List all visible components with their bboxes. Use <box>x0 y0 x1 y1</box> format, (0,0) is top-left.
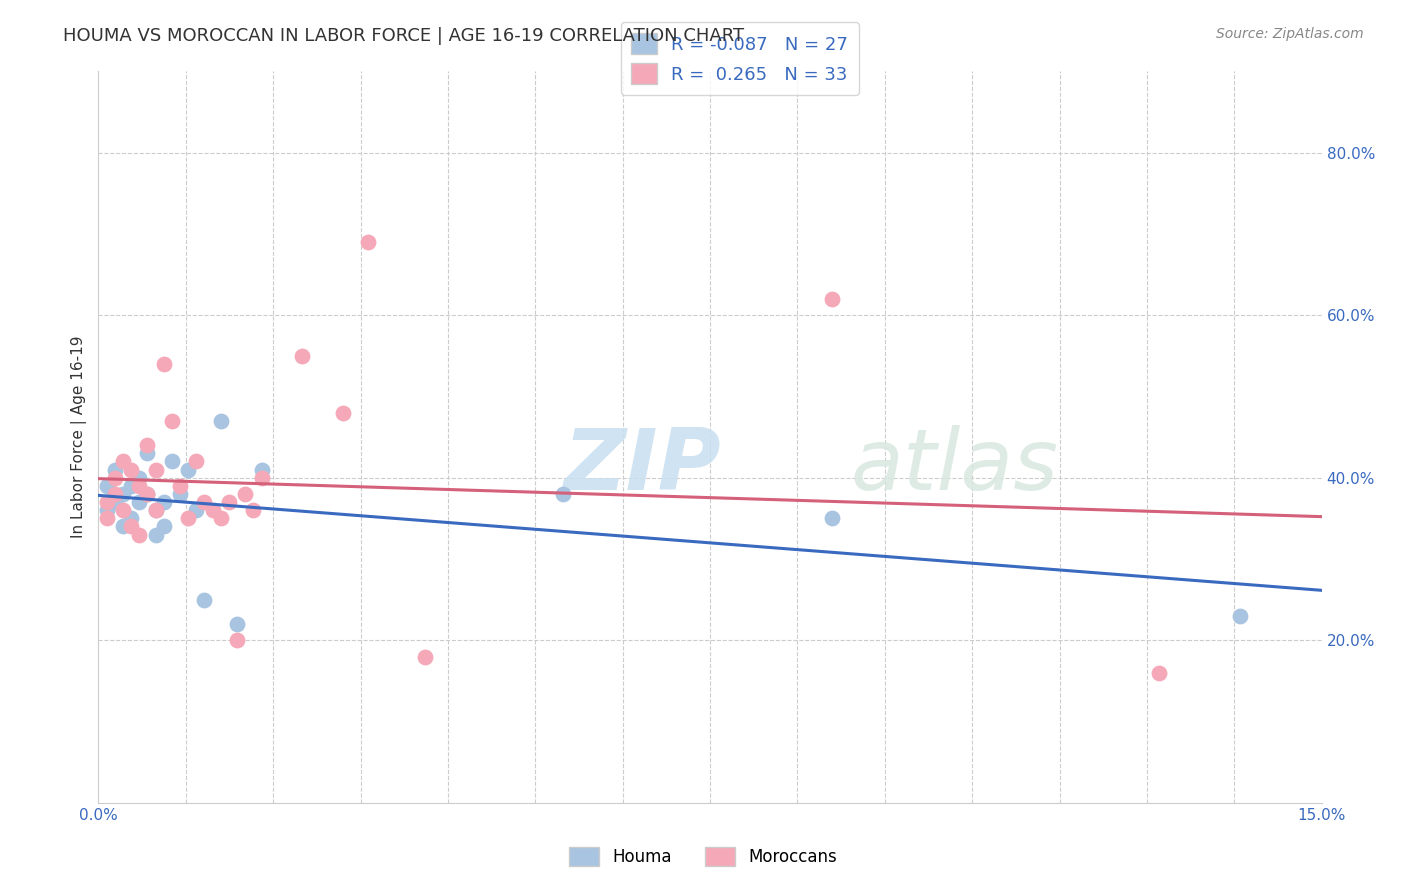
Point <box>152 495 174 509</box>
Point <box>186 454 208 468</box>
Point <box>186 503 208 517</box>
Point <box>209 414 232 428</box>
Text: Source: ZipAtlas.com: Source: ZipAtlas.com <box>1216 27 1364 41</box>
Point <box>233 487 256 501</box>
Point <box>242 503 264 517</box>
Point <box>145 527 167 541</box>
Point <box>136 438 159 452</box>
Point <box>136 487 159 501</box>
Point <box>218 495 240 509</box>
Point <box>1229 608 1251 623</box>
Point <box>111 487 134 501</box>
Point <box>356 235 378 249</box>
Point <box>120 479 142 493</box>
Point <box>1147 665 1170 680</box>
Point <box>96 511 118 525</box>
Point <box>226 633 249 648</box>
Point <box>201 503 224 517</box>
Text: atlas: atlas <box>851 425 1059 508</box>
Point <box>226 617 249 632</box>
Point <box>160 414 183 428</box>
Point <box>145 503 167 517</box>
Point <box>120 511 142 525</box>
Point <box>152 519 174 533</box>
Point <box>136 487 159 501</box>
Y-axis label: In Labor Force | Age 16-19: In Labor Force | Age 16-19 <box>72 335 87 539</box>
Point <box>104 471 127 485</box>
Point <box>169 487 191 501</box>
Point <box>96 479 118 493</box>
Point <box>128 471 150 485</box>
Point <box>96 495 118 509</box>
Point <box>332 406 354 420</box>
Point <box>136 446 159 460</box>
Point <box>821 292 844 306</box>
Point <box>553 487 575 501</box>
Point <box>111 503 134 517</box>
Point <box>291 349 314 363</box>
Point <box>193 592 215 607</box>
Point <box>821 511 844 525</box>
Point <box>128 479 150 493</box>
Point <box>145 462 167 476</box>
Point <box>120 462 142 476</box>
Point <box>111 454 134 468</box>
Point <box>160 454 183 468</box>
Point <box>96 503 118 517</box>
Text: HOUMA VS MOROCCAN IN LABOR FORCE | AGE 16-19 CORRELATION CHART: HOUMA VS MOROCCAN IN LABOR FORCE | AGE 1… <box>63 27 744 45</box>
Point <box>209 511 232 525</box>
Point <box>177 462 200 476</box>
Point <box>193 495 215 509</box>
Point <box>145 503 167 517</box>
Point <box>128 495 150 509</box>
Point <box>128 527 150 541</box>
Point <box>250 462 273 476</box>
Point <box>152 357 174 371</box>
Legend: Houma, Moroccans: Houma, Moroccans <box>561 838 845 875</box>
Text: ZIP: ZIP <box>564 425 721 508</box>
Point <box>104 495 127 509</box>
Point <box>250 471 273 485</box>
Point <box>413 649 436 664</box>
Point <box>177 511 200 525</box>
Point <box>120 519 142 533</box>
Point <box>104 462 127 476</box>
Point <box>111 519 134 533</box>
Point <box>169 479 191 493</box>
Point <box>104 487 127 501</box>
